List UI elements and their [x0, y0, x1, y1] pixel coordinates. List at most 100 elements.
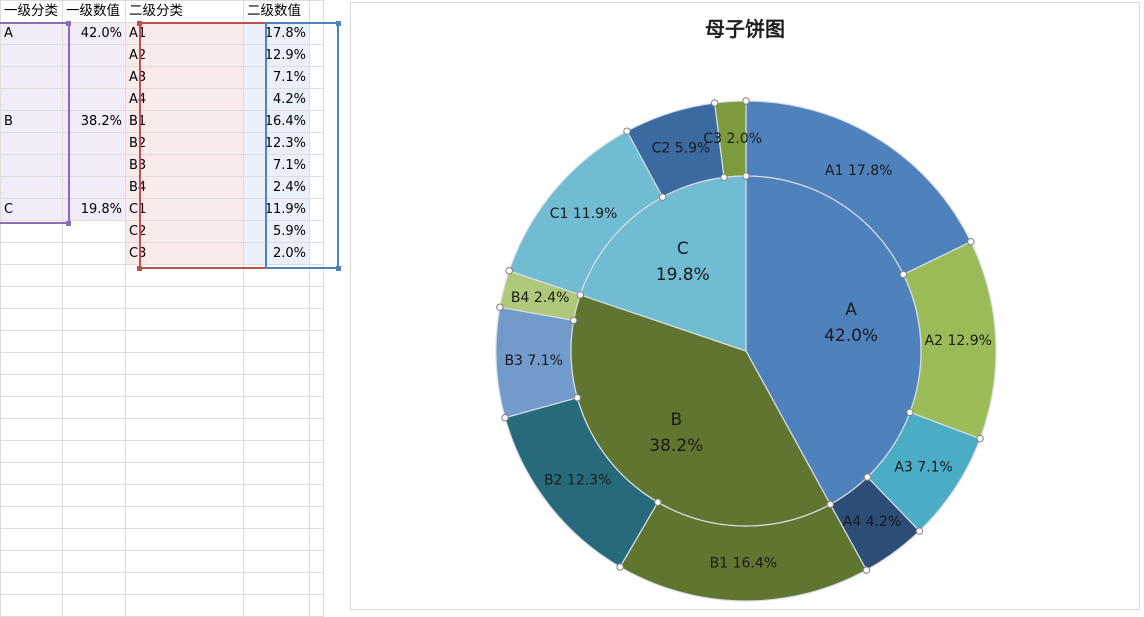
cell[interactable] [309, 110, 324, 133]
cell[interactable] [0, 528, 63, 551]
cell[interactable] [0, 220, 63, 243]
cell[interactable] [62, 418, 126, 441]
cell[interactable] [309, 374, 324, 397]
cell[interactable] [62, 88, 126, 111]
range-handle[interactable] [66, 221, 71, 226]
cell[interactable] [0, 440, 63, 463]
cell[interactable] [309, 44, 324, 67]
cell[interactable] [62, 374, 126, 397]
cell[interactable] [309, 66, 324, 89]
cell[interactable] [243, 506, 310, 529]
selection-handle[interactable] [654, 498, 662, 506]
cell[interactable] [125, 396, 244, 419]
cell[interactable] [243, 594, 310, 617]
selection-handle[interactable] [906, 408, 914, 417]
cell[interactable]: C1 [125, 198, 244, 221]
cell[interactable] [0, 352, 63, 375]
cell[interactable] [62, 462, 126, 485]
selection-handle[interactable] [710, 99, 719, 107]
cell[interactable]: B1 [125, 110, 244, 133]
cell[interactable]: 11.9% [243, 198, 310, 221]
cell[interactable] [243, 572, 310, 595]
selection-handle[interactable] [496, 303, 504, 311]
cell[interactable] [125, 440, 244, 463]
cell[interactable] [243, 308, 310, 331]
pie-slice-inner-a[interactable] [745, 175, 922, 506]
cell[interactable] [125, 264, 244, 287]
data-label-outer[interactable]: A1 17.8% [825, 163, 892, 179]
data-label-category[interactable]: B [670, 410, 682, 430]
cell[interactable] [62, 286, 126, 309]
cell[interactable] [0, 242, 63, 265]
selection-handle[interactable] [742, 172, 750, 180]
data-label-outer[interactable]: B2 12.3% [544, 473, 611, 489]
selection-handle[interactable] [720, 173, 728, 182]
data-label-outer[interactable]: B4 2.4% [511, 290, 570, 306]
cell[interactable]: 12.9% [243, 44, 310, 67]
data-label-outer[interactable]: C2 5.9% [652, 141, 711, 157]
cell[interactable] [62, 154, 126, 177]
cell[interactable]: 19.8% [62, 198, 126, 221]
cell[interactable] [309, 220, 324, 243]
cell[interactable] [0, 176, 63, 199]
cell[interactable]: 38.2% [62, 110, 126, 133]
cell[interactable] [125, 418, 244, 441]
cell[interactable] [125, 352, 244, 375]
cell[interactable]: B2 [125, 132, 244, 155]
cell[interactable] [243, 330, 310, 353]
cell[interactable] [309, 154, 324, 177]
cell[interactable] [243, 374, 310, 397]
cell[interactable] [309, 594, 324, 617]
range-handle[interactable] [137, 266, 142, 271]
cell[interactable] [0, 550, 63, 573]
cell[interactable] [0, 330, 63, 353]
cell[interactable] [62, 594, 126, 617]
cell[interactable] [0, 506, 63, 529]
cell[interactable] [0, 44, 63, 67]
cell[interactable] [309, 572, 324, 595]
cell[interactable]: C3 [125, 242, 244, 265]
cell[interactable] [0, 154, 63, 177]
cell[interactable] [309, 0, 324, 23]
cell[interactable] [62, 308, 126, 331]
cell[interactable] [62, 550, 126, 573]
cell[interactable]: 5.9% [243, 220, 310, 243]
cell[interactable] [309, 330, 324, 353]
cell[interactable] [125, 308, 244, 331]
cell[interactable] [0, 132, 63, 155]
cell[interactable] [62, 330, 126, 353]
cell[interactable] [125, 484, 244, 507]
cell[interactable] [0, 418, 63, 441]
range-handle[interactable] [336, 21, 341, 26]
cell[interactable] [62, 440, 126, 463]
cell[interactable] [62, 484, 126, 507]
data-label-outer[interactable]: A3 7.1% [894, 460, 953, 476]
cell[interactable] [125, 550, 244, 573]
cell[interactable] [309, 484, 324, 507]
column-header[interactable]: 二级分类 [125, 0, 244, 23]
cell[interactable]: 2.0% [243, 242, 310, 265]
cell[interactable]: A1 [125, 22, 244, 45]
cell[interactable]: A2 [125, 44, 244, 67]
selection-handle[interactable] [623, 127, 631, 135]
cell[interactable] [309, 286, 324, 309]
cell[interactable] [0, 374, 63, 397]
cell[interactable] [243, 396, 310, 419]
cell[interactable] [309, 462, 324, 485]
data-label-category[interactable]: C [677, 239, 689, 259]
column-header[interactable]: 二级数值 [243, 0, 310, 23]
selection-handle[interactable] [573, 394, 582, 402]
cell[interactable] [243, 484, 310, 507]
cell[interactable] [309, 132, 324, 155]
cell[interactable] [125, 374, 244, 397]
cell[interactable]: 12.3% [243, 132, 310, 155]
cell[interactable] [309, 308, 324, 331]
cell[interactable]: C [0, 198, 63, 221]
cell[interactable]: B [0, 110, 63, 133]
data-label-outer[interactable]: B1 16.4% [710, 555, 777, 571]
cell[interactable] [125, 572, 244, 595]
cell[interactable] [62, 220, 126, 243]
cell[interactable] [309, 440, 324, 463]
cell[interactable] [125, 462, 244, 485]
data-label-outer[interactable]: A2 12.9% [925, 333, 992, 349]
